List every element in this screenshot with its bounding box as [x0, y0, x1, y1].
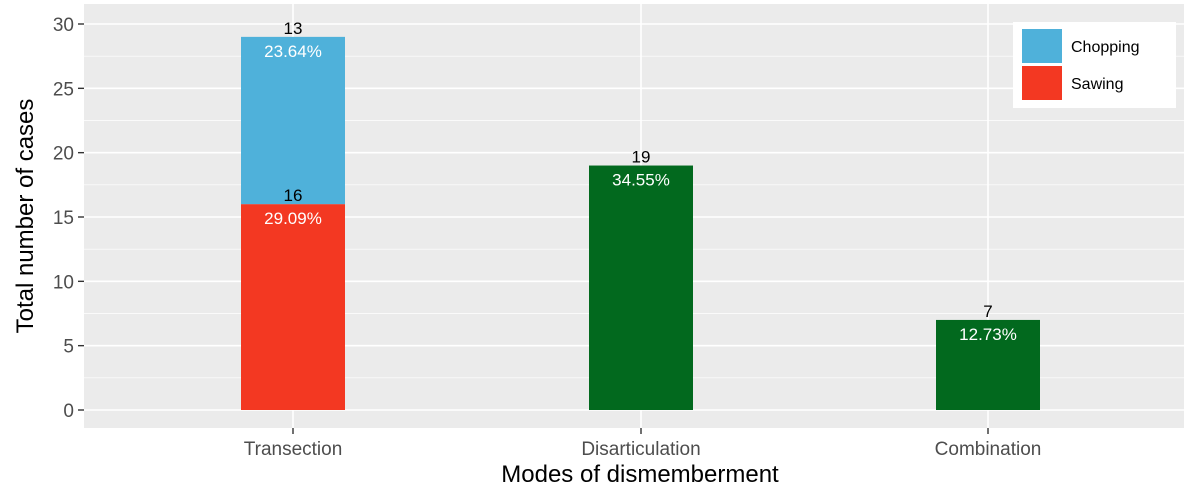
x-axis-title: Modes of dismemberment: [501, 461, 779, 488]
y-tick-label: 25: [53, 79, 74, 100]
y-tick-label: 0: [63, 401, 74, 422]
count-label-combination-total: 7: [983, 302, 992, 321]
y-tick-label: 30: [53, 15, 74, 36]
y-tick-label: 10: [53, 272, 74, 293]
y-tick-label: 15: [53, 208, 74, 229]
legend: Chopping Sawing: [1013, 22, 1176, 108]
bars: [241, 36, 1040, 410]
count-label-transection-chopping: 13: [284, 19, 303, 38]
legend-label-chopping: Chopping: [1071, 39, 1140, 56]
count-label-disarticulation-total: 19: [632, 148, 651, 167]
legend-key-sawing: [1022, 66, 1062, 100]
percent-label-transection-sawing: 29.09%: [264, 209, 322, 228]
x-tick-label-combination: Combination: [935, 439, 1042, 460]
count-label-transection-sawing: 16: [284, 186, 303, 205]
legend-key-chopping: [1022, 29, 1062, 63]
bar-disarticulation-total: [589, 165, 693, 410]
percent-label-disarticulation-total: 34.55%: [612, 171, 670, 190]
y-tick-label: 20: [53, 144, 74, 165]
x-tick-label-transection: Transection: [244, 439, 343, 460]
percent-label-combination-total: 12.73%: [959, 325, 1017, 344]
y-axis: 0 5 10 15 20 25 30: [53, 15, 84, 422]
legend-label-sawing: Sawing: [1071, 76, 1123, 93]
bar-transection-chopping: [241, 36, 345, 205]
y-tick-label: 5: [63, 337, 74, 358]
percent-label-transection-chopping: 23.64%: [264, 42, 322, 61]
y-axis-title: Total number of cases: [12, 99, 39, 334]
x-axis: Transection Disarticulation Combination: [244, 428, 1042, 460]
bar-combination-total: [936, 319, 1040, 410]
x-tick-label-disarticulation: Disarticulation: [581, 439, 700, 460]
data-labels: 16 29.09% 13 23.64% 19 34.55% 7 12.73%: [264, 19, 1017, 344]
bar-transection-sawing: [241, 204, 345, 410]
